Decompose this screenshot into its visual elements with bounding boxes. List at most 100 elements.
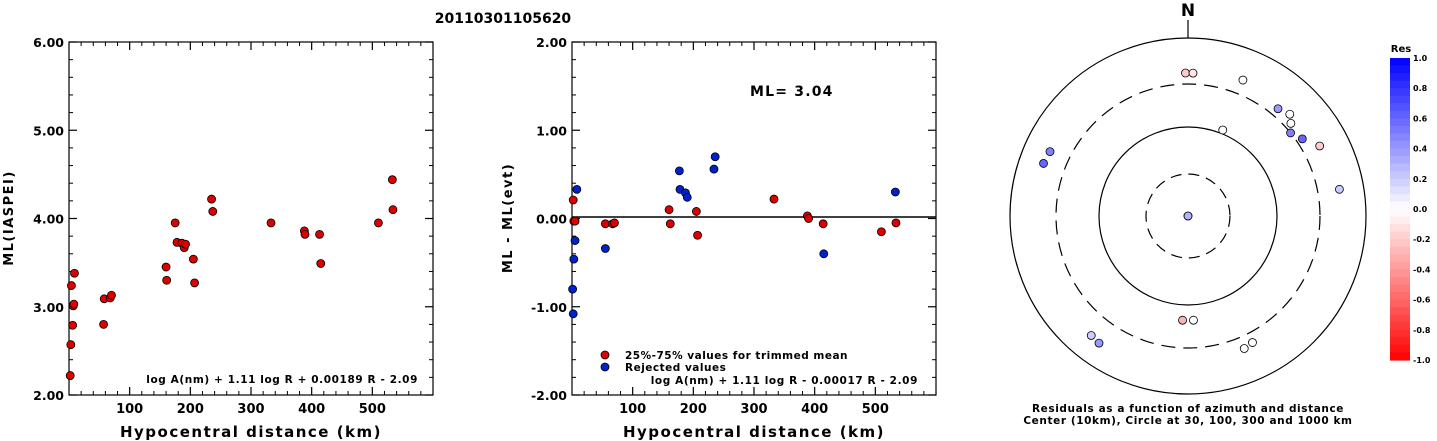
station-residual-point [1039,159,1048,168]
station-residual-point [1286,118,1296,128]
colorbar-cell [1390,103,1410,112]
polar-caption-line2: Center (10km), Circle at 30, 100, 300 an… [1023,415,1352,427]
residual-y-tick-label: 0.00 [536,212,567,227]
station-residual-point [1297,134,1307,144]
colorbar-cell [1390,224,1410,233]
residual-point [665,219,675,229]
station-residual-point [1286,128,1295,138]
station-residual-point [1218,125,1228,135]
residual-colorbar [1390,58,1410,361]
colorbar-cell [1390,209,1410,218]
ml-x-tick-label: 100 [116,402,143,417]
colorbar-tick-label: 0.4 [1413,145,1428,154]
colorbar-cell [1390,193,1410,203]
residual-point [804,214,813,223]
ml-point [65,371,75,380]
residual-point [691,207,701,216]
colorbar-cell [1390,299,1410,308]
north-label: N [1181,1,1195,21]
residual-formula: log A(nm) + 1.11 log R - 0.00017 R - 2.0… [651,375,918,387]
colorbar-tick-label: -0.4 [1413,265,1431,274]
colorbar-cell [1390,65,1410,74]
ml-y-tick-label: 5.00 [33,123,64,138]
ml-y-tick-label: 3.00 [33,300,64,315]
colorbar-cell [1390,307,1410,316]
colorbar-tick-label: -0.8 [1413,326,1431,335]
residual-y-tick-label: 2.00 [536,35,567,50]
ml-point [207,194,216,204]
colorbar-cell [1390,156,1410,165]
residual-y-axis-label: ML - ML(evt) [501,163,516,273]
ml-point [68,320,78,330]
station-residual-point [1094,338,1104,348]
colorbar-cell [1390,125,1410,135]
residual-point [570,216,580,226]
colorbar-cell [1390,261,1410,270]
colorbar-cell [1390,163,1410,172]
colorbar-cell [1390,246,1410,255]
ml-point [266,218,276,228]
residual-point [769,194,779,204]
colorbar-cell [1390,276,1410,286]
residual-x-axis-label: Hypocentral distance (km) [623,423,885,441]
ml-event-annotation: ML= 3.04 [750,84,834,100]
ml-point [162,275,172,285]
residual-x-tick-label: 300 [740,402,767,417]
ml-point [67,281,76,290]
station-residual-point [1189,315,1198,325]
ml-x-axis-label: Hypocentral distance (km) [120,423,382,441]
colorbar-cell [1390,58,1410,67]
legend-marker-trimmed-mean [600,350,610,360]
ml-point [107,290,116,300]
residual-y-tick-label: 1.00 [536,123,567,138]
residual-point [709,164,719,174]
ml-plot-frame [68,41,434,396]
colorbar-cell [1390,148,1410,157]
ml-point [170,218,180,228]
ml-y-axis-label: ML(IASPEI) [2,170,17,266]
colorbar-cell [1390,344,1410,354]
station-residual-point [1086,331,1096,340]
colorbar-tick-labels: 1.0 0.8 0.6 0.4 0.2 0.0 -0.2 -0.4 -0.6 -0.8 -1.0 [1413,54,1431,365]
residual-point [568,284,578,294]
residual-point [572,184,582,194]
ml-x-tick-label: 200 [177,402,204,417]
ring-300km [1055,83,1321,349]
residual-point [818,219,828,229]
colorbar-cell [1390,337,1410,346]
station-residual-point [1335,184,1344,194]
polar-caption-line1: Residuals as a function of azimuth and d… [1032,403,1344,415]
colorbar-tick-label: 0.2 [1413,175,1427,184]
residual-x-tick-label: 500 [862,402,889,417]
residual-point [610,218,619,228]
residual-point [710,152,720,162]
residual-x-tick-label: 400 [801,402,828,417]
ml-axis-ticks: 100 200 300 400 500 2.00 3.00 4.00 5.00 6.00 [33,35,433,417]
station-residual-point [1248,338,1257,347]
colorbar-cell [1390,88,1410,97]
ml-point [69,299,79,309]
ml-point [181,239,190,249]
colorbar-cell [1390,178,1410,187]
legend-label-rejected: Rejected values [625,362,726,374]
colorbar-cell [1390,118,1410,127]
colorbar-cell [1390,95,1410,104]
ml-point [66,340,76,350]
colorbar-title: Res [1391,44,1411,55]
station-residual-point [1188,68,1198,78]
ml-point [315,229,324,239]
residual-polar-panel: N Residuals as a function of azimuth and… [1009,1,1431,427]
residual-axis-ticks: 100 200 300 400 500 -2.00 -1.00 0.00 1.00 2.00 [531,35,936,417]
residual-y-tick-label: -1.00 [531,300,567,315]
figure-title: 20110301105620 [435,11,572,27]
colorbar-cell [1390,292,1410,301]
station-residual-point [1285,109,1295,119]
colorbar-cell [1390,141,1410,150]
ml-point [387,175,397,185]
ml-x-tick-label: 500 [359,402,386,417]
ml-x-tick-label: 400 [298,402,325,417]
ml-point [161,262,171,272]
legend-label-trimmed-mean: 25%-75% values for trimmed mean [625,350,848,362]
colorbar-cell [1390,216,1410,225]
ml-point [300,229,310,239]
